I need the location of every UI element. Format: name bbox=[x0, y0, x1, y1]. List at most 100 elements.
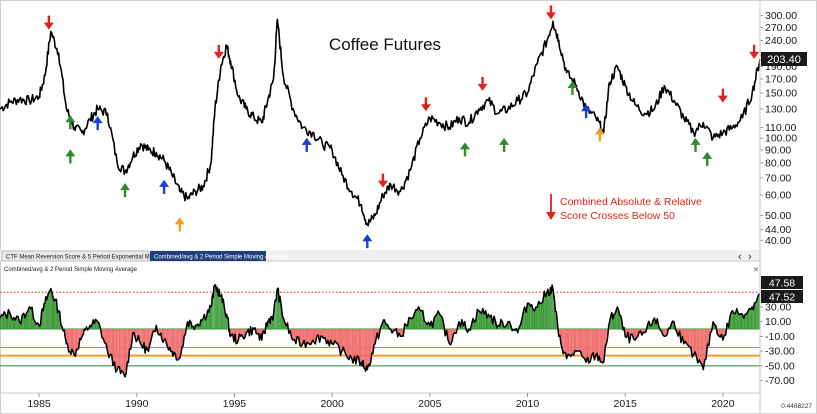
negative-area-fill bbox=[177, 329, 179, 361]
negative-area-fill bbox=[569, 329, 571, 357]
positive-area-fill bbox=[531, 304, 534, 330]
negative-area-fill bbox=[584, 329, 587, 363]
positive-area-fill bbox=[277, 288, 279, 330]
value-badge-2 bbox=[761, 290, 803, 303]
tab-mean-reversion-label[interactable]: CTF Mean Reversion Score & 5 Period Expo… bbox=[6, 255, 188, 261]
negative-area-fill bbox=[79, 329, 81, 340]
positive-area-fill bbox=[16, 316, 19, 330]
positive-area-fill bbox=[211, 305, 212, 330]
negative-area-fill bbox=[297, 329, 299, 338]
signal-arrows bbox=[43, 5, 760, 249]
negative-area-fill bbox=[357, 329, 359, 358]
positive-area-fill bbox=[754, 302, 756, 330]
oscillator-y-axis: 30.00 10.00 -10.00 -30.00 -50.00 -70.00 bbox=[760, 301, 795, 387]
oscillator-y-tick-label: -30.00 bbox=[765, 346, 795, 358]
positive-area-fill bbox=[436, 311, 439, 330]
positive-area-fill bbox=[750, 306, 753, 330]
negative-area-fill bbox=[355, 329, 358, 364]
negative-area-fill bbox=[68, 329, 70, 352]
negative-area-fill bbox=[575, 329, 577, 352]
positive-area-fill bbox=[27, 306, 30, 330]
signal-arrow-head bbox=[65, 115, 76, 123]
negative-area-fill bbox=[178, 329, 180, 359]
negative-area-fill bbox=[346, 329, 348, 358]
signal-arrow-head bbox=[702, 151, 713, 159]
tab-combined-avg-label[interactable]: Combined/avg & 2 Period Simple Moving Av… bbox=[154, 255, 288, 261]
negative-area-fill bbox=[169, 329, 171, 352]
last-value-badge bbox=[761, 52, 807, 66]
x-tick-label: 2020 bbox=[711, 398, 735, 410]
positive-area-fill bbox=[217, 287, 219, 330]
positive-area-fill bbox=[53, 297, 55, 330]
positive-area-fill bbox=[275, 298, 277, 330]
tab-combined-avg-bg[interactable] bbox=[150, 251, 266, 261]
negative-area-fill bbox=[688, 329, 690, 347]
negative-area-fill bbox=[76, 329, 78, 350]
positive-area-fill bbox=[615, 309, 617, 330]
negative-area-fill bbox=[564, 329, 566, 353]
negative-area-fill bbox=[114, 329, 116, 372]
positive-area-fill bbox=[54, 299, 56, 330]
oscillator-y-tick-label: -50.00 bbox=[765, 360, 795, 372]
negative-area-fill bbox=[163, 329, 165, 343]
positive-area-fill bbox=[439, 314, 441, 330]
negative-area-fill bbox=[701, 329, 704, 370]
signal-arrow-head bbox=[65, 149, 76, 157]
panel-close-icon[interactable]: ✕ bbox=[753, 267, 759, 274]
positive-area-fill bbox=[541, 301, 543, 330]
signal-arrow-head bbox=[159, 179, 170, 187]
buy-signal-arrow-icon bbox=[120, 183, 131, 198]
positive-area-fill bbox=[547, 289, 548, 330]
price-y-tick-label: 240.00 bbox=[765, 35, 797, 47]
signal-arrow-head bbox=[567, 80, 578, 88]
negative-area-fill bbox=[707, 329, 709, 346]
tab-mean-reversion[interactable]: CTF Mean Reversion Score & 5 Period Expo… bbox=[1, 250, 188, 262]
negative-area-fill bbox=[175, 329, 177, 360]
tab-scroll-left-icon[interactable]: ‹ bbox=[738, 251, 742, 263]
negative-area-fill bbox=[140, 329, 142, 347]
positive-area-fill bbox=[30, 307, 33, 330]
signal-arrow-head bbox=[120, 183, 131, 191]
oscillator-title: Combined/avg & 2 Period Simple Moving Av… bbox=[4, 267, 138, 273]
tab-combined-avg[interactable]: Combined/avg & 2 Period Simple Moving Av… bbox=[150, 251, 288, 261]
negative-area-fill bbox=[599, 329, 601, 362]
negative-area-fill bbox=[374, 329, 376, 345]
tab-mean-reversion-bg[interactable] bbox=[1, 250, 149, 262]
signal-arrow-head bbox=[301, 137, 312, 145]
signal-arrow-head bbox=[594, 127, 605, 135]
buy-signal-arrow-icon bbox=[301, 137, 312, 152]
positive-area-fill bbox=[616, 306, 618, 330]
negative-area-fill bbox=[167, 329, 169, 350]
positive-area-fill bbox=[755, 301, 757, 330]
negative-area-fill bbox=[593, 329, 595, 360]
negative-area-fill bbox=[129, 329, 131, 350]
positive-area-fill bbox=[214, 284, 216, 330]
positive-area-fill bbox=[435, 314, 437, 330]
negative-area-fill bbox=[341, 329, 344, 352]
tab-scroll-right-icon[interactable]: › bbox=[748, 251, 752, 263]
negative-area-fill bbox=[683, 329, 686, 344]
signal-arrow-head bbox=[477, 83, 488, 91]
negative-area-fill bbox=[371, 329, 373, 354]
negative-area-fill bbox=[119, 329, 121, 374]
positive-area-fill bbox=[201, 319, 203, 330]
price-panel: Coffee Futures 300.00270.00240.00210.001… bbox=[0, 5, 807, 249]
positive-area-fill bbox=[533, 309, 535, 330]
negative-area-fill bbox=[692, 329, 694, 357]
positive-area-fill bbox=[549, 287, 551, 330]
negative-area-fill bbox=[308, 329, 310, 345]
negative-area-fill bbox=[301, 329, 303, 347]
negative-area-fill bbox=[312, 329, 314, 343]
buy-signal-arrow-icon bbox=[362, 234, 373, 249]
negative-area-fill bbox=[340, 329, 342, 356]
negative-area-fill bbox=[588, 329, 591, 363]
oscillator-y-tick-label: -70.00 bbox=[765, 375, 795, 387]
negative-area-fill bbox=[257, 329, 259, 334]
positive-area-fill bbox=[752, 306, 754, 330]
negative-area-fill bbox=[300, 329, 302, 347]
positive-area-fill bbox=[47, 293, 49, 330]
positive-area-fill bbox=[212, 293, 214, 330]
x-tick-label: 2015 bbox=[614, 398, 638, 410]
buy-signal-arrow-icon bbox=[65, 149, 76, 164]
